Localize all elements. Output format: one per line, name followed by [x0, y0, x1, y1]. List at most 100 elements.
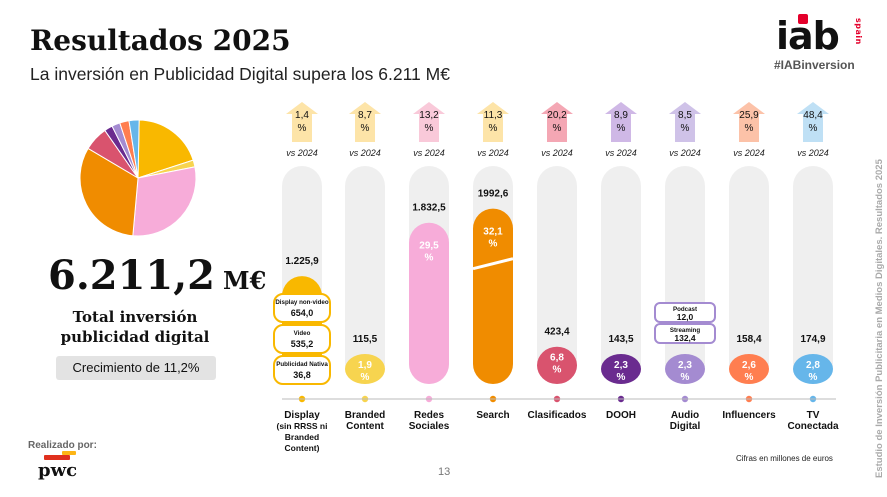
- category-label: (sin RRSS ni: [276, 421, 327, 431]
- display-breakdown-box: [273, 293, 331, 323]
- page-title: Resultados 2025: [30, 24, 291, 57]
- growth-percent-sign: %: [681, 123, 690, 134]
- growth-percent-sign: %: [553, 123, 562, 134]
- display-breakdown-label: Publicidad Nativa: [276, 361, 328, 368]
- growth-percent-sign: %: [425, 123, 434, 134]
- vs-2024-label: vs 2024: [797, 148, 829, 158]
- bar-track: [665, 166, 705, 384]
- pie-chart: [79, 119, 197, 237]
- vs-2024-label: vs 2024: [413, 148, 445, 158]
- category-label: Search: [476, 410, 509, 421]
- growth-arrow-icon: [349, 102, 381, 142]
- bar-track: [537, 166, 577, 384]
- page-number: 13: [438, 466, 451, 478]
- growth-arrow-icon: [413, 102, 445, 142]
- growth-value: 20,2: [547, 110, 567, 121]
- bar-share-percent: %: [617, 372, 626, 383]
- total-unit: M€: [223, 266, 267, 295]
- bar: [729, 354, 769, 384]
- bar-share-percent: %: [553, 365, 562, 376]
- pwc-logo-mark: [44, 455, 70, 460]
- category-label: Conectada: [787, 421, 839, 432]
- bar: [409, 222, 449, 384]
- display-breakdown-value: 535,2: [291, 339, 314, 349]
- pie-slice: [128, 119, 140, 179]
- bar-share-percent: %: [681, 372, 690, 383]
- display-breakdown-label: Display non-video: [275, 299, 329, 306]
- category-label: Redes: [414, 410, 444, 421]
- made-by-label: Realizado por:: [28, 440, 97, 451]
- growth-percent-sign: %: [617, 123, 626, 134]
- total-label-line2: publicidad digital: [60, 328, 210, 346]
- bar-value-label: 143,5: [608, 334, 633, 345]
- growth-value: 8,9: [614, 110, 628, 121]
- bar-share-percent: %: [361, 372, 370, 383]
- category-label: Display: [284, 410, 320, 421]
- pie-slice: [132, 166, 197, 237]
- bar-share-label: 6,8: [550, 353, 564, 364]
- vs-2024-label: vs 2024: [605, 148, 637, 158]
- display-breakdown-label: Video: [294, 330, 311, 337]
- bar-share-percent: %: [489, 239, 498, 250]
- category-label: Content): [285, 443, 320, 453]
- vs-2024-label: vs 2024: [477, 148, 509, 158]
- audio-breakdown-label: Podcast: [673, 306, 697, 313]
- bar-track: [601, 166, 641, 384]
- vs-2024-label: vs 2024: [286, 148, 318, 158]
- growth-percent-sign: %: [809, 123, 818, 134]
- growth-value: 13,2: [419, 110, 439, 121]
- bar-track: [345, 166, 385, 384]
- bar-track: [793, 166, 833, 384]
- bar-share-percent: %: [745, 372, 754, 383]
- category-label: Influencers: [722, 410, 776, 421]
- total-value: 6.211,2: [48, 252, 216, 299]
- category-label: Sociales: [409, 421, 450, 432]
- category-label: Clasificados: [528, 410, 587, 421]
- bar: [793, 354, 833, 384]
- growth-value: 11,3: [484, 110, 503, 121]
- bar-share-label: 2,8: [806, 360, 820, 371]
- bar: [665, 354, 705, 384]
- bar-share-label: 2,6: [742, 360, 756, 371]
- bar-share-label: 2,3: [614, 360, 628, 371]
- growth-percent-sign: %: [298, 123, 307, 134]
- bar-share-percent: %: [425, 253, 434, 264]
- bar-share-label: 32,1: [483, 227, 503, 238]
- bar-value-label: 423,4: [544, 327, 569, 338]
- bar: [473, 208, 513, 384]
- vs-2024-label: vs 2024: [733, 148, 765, 158]
- side-caption: Estudio de Inversión Publicitaria en Med…: [874, 159, 885, 478]
- bar: [345, 354, 385, 384]
- growth-arrow-icon: [669, 102, 701, 142]
- logo-dot-icon: [798, 14, 808, 24]
- page-subtitle: La inversión en Publicidad Digital super…: [30, 64, 450, 84]
- growth-value: 8,7: [358, 110, 372, 121]
- display-breakdown-box: [273, 355, 331, 385]
- bar: [537, 346, 577, 384]
- pie-slice: [137, 119, 194, 179]
- bar-value-label: 1.832,5: [412, 203, 446, 214]
- vs-2024-label: vs 2024: [669, 148, 701, 158]
- audio-breakdown-box: [654, 302, 716, 323]
- growth-arrow-icon: [286, 102, 318, 142]
- growth-value: 1,4: [295, 110, 309, 121]
- display-breakdown-value: 654,0: [291, 308, 314, 318]
- bar-value-label: 1992,6: [478, 189, 509, 200]
- bar-share-label: 29,5: [419, 241, 439, 252]
- category-label: DOOH: [606, 410, 636, 421]
- bar-track: [729, 166, 769, 384]
- growth-arrow-icon: [797, 102, 829, 142]
- bar-value-label: 174,9: [800, 334, 825, 345]
- growth-arrow-icon: [477, 102, 509, 142]
- total-label-line1: Total inversión: [72, 308, 198, 326]
- logo-spain-text: spain: [854, 18, 863, 45]
- growth-percent-sign: %: [489, 123, 498, 134]
- pwc-logo-mark-small: [62, 451, 76, 455]
- audio-breakdown-value: 12,0: [677, 312, 694, 322]
- hashtag: #IABinversion: [774, 58, 855, 72]
- audio-breakdown-label: Streaming: [670, 327, 700, 334]
- iab-spain-logo: iab spain: [776, 14, 866, 76]
- bar-value-label: 115,5: [353, 334, 378, 345]
- category-label: Branded: [285, 432, 319, 442]
